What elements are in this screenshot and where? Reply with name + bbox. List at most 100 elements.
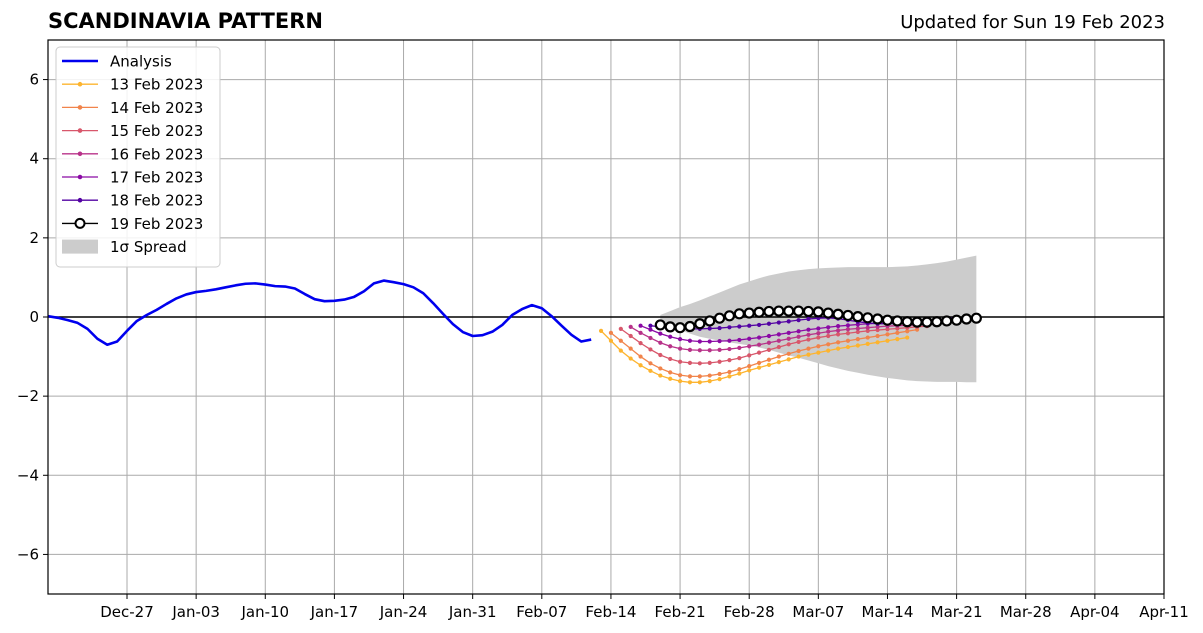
forecast-point — [816, 331, 821, 336]
forecast-point — [822, 307, 834, 319]
forecast-point — [806, 327, 811, 332]
forecast-point — [796, 348, 801, 354]
forecast-point — [707, 326, 712, 331]
legend-label: Analysis — [110, 53, 172, 71]
forecast-point — [796, 334, 801, 339]
forecast-point — [826, 325, 831, 330]
legend-label: 14 Feb 2023 — [110, 99, 203, 117]
forecast-point — [756, 322, 762, 328]
x-tick-label: Feb-07 — [516, 603, 567, 621]
legend-label: 13 Feb 2023 — [110, 76, 203, 94]
forecast-point — [658, 366, 663, 371]
forecast-point — [766, 357, 772, 362]
forecast-point — [638, 330, 643, 335]
forecast-point — [806, 352, 811, 357]
forecast-point — [677, 379, 683, 384]
forecast-point — [648, 327, 653, 332]
forecast-point — [707, 348, 712, 353]
forecast-point — [796, 339, 801, 345]
y-tick-label: 2 — [29, 229, 39, 247]
forecast-point — [598, 328, 604, 333]
legend-label-spread: 1σ Spread — [110, 238, 187, 256]
forecast-point — [668, 370, 673, 375]
forecast-point — [901, 316, 913, 328]
forecast-point — [835, 328, 841, 333]
x-tick-label: Mar-07 — [792, 603, 844, 621]
forecast-point — [717, 359, 722, 364]
forecast-point — [747, 363, 752, 369]
forecast-point — [855, 337, 860, 342]
forecast-point — [713, 312, 726, 324]
forecast-point — [835, 332, 841, 337]
forecast-point — [865, 335, 870, 340]
forecast-point — [786, 342, 791, 347]
forecast-point — [786, 351, 791, 356]
forecast-point — [855, 329, 860, 335]
forecast-point — [756, 350, 762, 355]
x-tick-label: Apr-04 — [1070, 603, 1120, 621]
forecast-point — [737, 371, 742, 376]
x-tick-label: Jan-17 — [310, 603, 359, 621]
legend-swatch-marker — [77, 105, 83, 110]
forecast-point — [766, 333, 772, 339]
forecast-point — [905, 335, 910, 340]
forecast-point — [776, 354, 781, 359]
forecast-point — [766, 340, 772, 345]
y-tick-label: 0 — [29, 308, 39, 326]
y-tick-label: −6 — [17, 545, 39, 563]
forecast-point — [895, 337, 900, 342]
legend-swatch-marker — [77, 81, 83, 87]
forecast-point — [658, 340, 663, 345]
legend: Analysis 13 Feb 2023 14 Feb 2023 15 Feb 202… — [55, 46, 221, 268]
x-tick-label: Apr-11 — [1139, 603, 1189, 621]
forecast-point — [658, 352, 663, 358]
forecast-point — [845, 331, 851, 336]
plot-frame — [47, 39, 1165, 595]
forecast-point — [905, 329, 910, 334]
forecast-point — [816, 350, 821, 355]
forecast-point — [697, 348, 702, 353]
forecast-point — [648, 361, 653, 366]
x-tick-label: Feb-14 — [585, 603, 636, 621]
forecast-point — [694, 318, 706, 330]
forecast-point — [891, 315, 903, 327]
forecast-point — [865, 325, 870, 330]
forecast-point — [697, 361, 702, 366]
forecast-point — [737, 356, 742, 361]
forecast-point — [677, 359, 683, 364]
forecast-point — [668, 356, 673, 362]
forecast-point — [816, 326, 821, 331]
forecast-point — [835, 324, 841, 329]
chart-title: SCANDINAVIA PATTERN — [48, 9, 323, 33]
forecast-point — [704, 315, 716, 327]
forecast-point — [608, 338, 614, 343]
forecast-point — [911, 316, 923, 328]
forecast-point — [668, 334, 673, 339]
forecast-point — [697, 380, 702, 385]
forecast-point — [763, 305, 775, 318]
forecast-point — [826, 348, 831, 353]
legend-label: 19 Feb 2023 — [110, 215, 203, 233]
forecast-point — [792, 305, 805, 317]
forecast-point — [885, 332, 890, 337]
forecast-point — [766, 321, 772, 326]
x-tick-label: Mar-14 — [862, 603, 914, 621]
forecast-point — [845, 344, 851, 350]
forecast-point — [648, 323, 653, 328]
x-tick-label: Jan-31 — [448, 603, 497, 621]
forecast-point — [737, 367, 742, 372]
forecast-point — [664, 321, 676, 333]
forecast-point — [608, 330, 614, 335]
forecast-point — [618, 348, 623, 353]
forecast-point — [747, 323, 752, 328]
forecast-point — [654, 319, 666, 331]
forecast-point — [776, 360, 781, 365]
forecast-point — [766, 362, 772, 367]
x-tick-label: Mar-28 — [1000, 603, 1052, 621]
forecast-point — [707, 360, 712, 366]
forecast-point — [723, 310, 736, 322]
forecast-point — [737, 345, 742, 350]
forecast-point — [875, 333, 880, 339]
forecast-point — [806, 346, 811, 351]
